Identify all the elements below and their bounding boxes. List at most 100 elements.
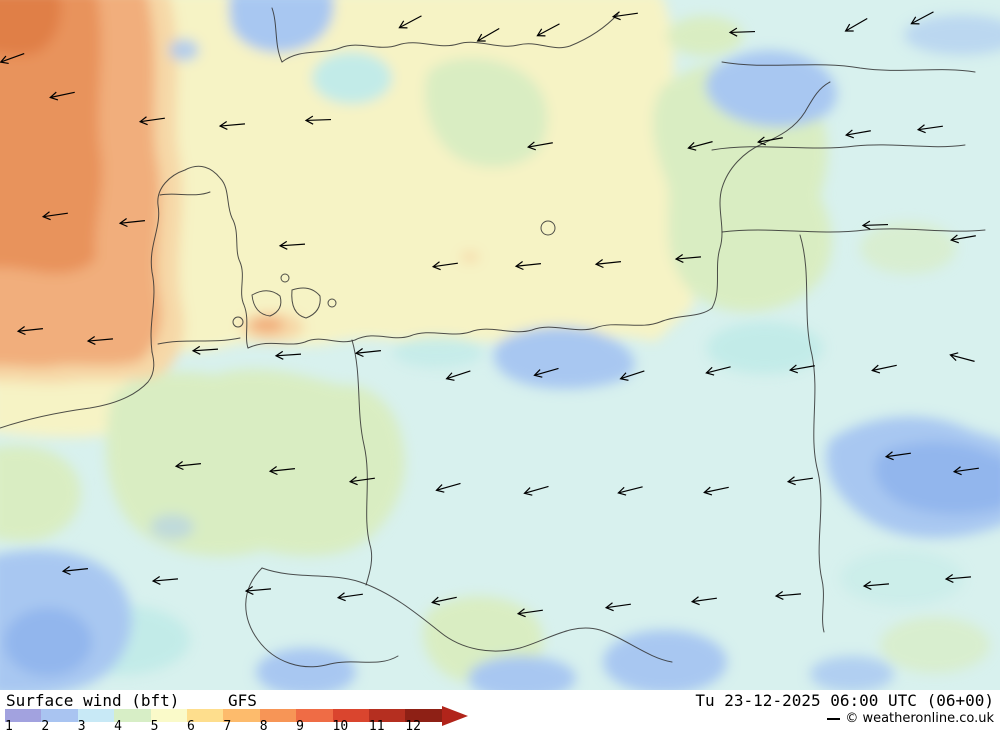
wind-region-teal [393, 336, 483, 368]
wind-arrow [86, 335, 114, 345]
wind-region-blue [810, 656, 894, 690]
wind-arrow [611, 11, 638, 21]
wind-arrows-layer [0, 11, 979, 618]
legend-scale-number: 8 [259, 719, 268, 733]
wind-arrow [844, 129, 871, 139]
wind-arrow [435, 482, 461, 493]
legend-arrow-tip [441, 705, 468, 726]
wind-arrow [949, 352, 975, 362]
legend-scale-number: 5 [150, 719, 159, 733]
wind-arrow [431, 261, 458, 271]
border-island-zealand [291, 287, 321, 319]
map-title: Surface wind (bft) [6, 691, 180, 710]
country-borders [0, 7, 986, 668]
wind-region-sand-dot [461, 252, 479, 262]
legend-segment [332, 709, 369, 722]
wind-arrow [604, 602, 631, 612]
border-lithuania-belarus [721, 228, 986, 233]
legend-scale-number: 6 [186, 719, 195, 733]
wind-arrow [871, 364, 897, 374]
wind-region-green [880, 617, 990, 673]
wind-arrow [674, 253, 702, 263]
wind-arrow [0, 52, 25, 65]
legend-segment [114, 709, 151, 722]
model-label: GFS [228, 691, 257, 710]
legend-scale-number: 2 [41, 719, 50, 733]
wind-arrow [788, 364, 815, 374]
wind-arrow [445, 370, 471, 381]
wind-arrow [61, 566, 88, 576]
wind-arrow [862, 580, 890, 590]
wind-arrow [594, 259, 621, 269]
valid-time-label: Tu 23-12-2025 06:00 UTC (06+00) [695, 691, 994, 710]
wind-region-blue [169, 39, 199, 61]
wind-region-yellow-baltic [135, 0, 695, 352]
wind-arrow [774, 590, 802, 600]
wind-arrow [398, 15, 422, 29]
border-island-fyn [251, 290, 282, 317]
copyright-link[interactable]: © weatheronline.co.uk [845, 711, 994, 726]
wind-arrow [514, 261, 541, 271]
border-denmark-germany [157, 337, 241, 345]
wind-region-blue [229, 0, 334, 53]
border-coast-german-bight [0, 351, 155, 429]
border-czech-west [245, 567, 399, 668]
legend-segment [259, 709, 297, 722]
wind-region-blue [150, 514, 194, 540]
wind-arrow [910, 11, 934, 25]
border-poland-east [799, 234, 825, 633]
wind-arrow [174, 461, 201, 471]
wind-arrow [118, 218, 145, 228]
border-latvia-lithuania [711, 144, 966, 151]
wind-region-green [860, 222, 956, 274]
wind-region-green [425, 58, 548, 168]
wind-arrow [533, 367, 559, 378]
wind-arrow [523, 485, 549, 496]
wind-arrow [49, 91, 75, 101]
legend-segment [186, 709, 224, 722]
wind-region-green [0, 445, 81, 542]
legend-segment [77, 709, 115, 722]
copyright-row: © weatheronline.co.uk [827, 711, 994, 726]
wind-arrow [516, 608, 543, 618]
wind-arrow [244, 585, 272, 595]
wind-arrow [687, 141, 713, 151]
border-limfjord [159, 191, 211, 196]
legend-segment [223, 709, 260, 722]
wind-arrow [786, 476, 813, 486]
legend-segment [41, 709, 78, 722]
wind-region-teal [707, 322, 823, 374]
wind-region-strongest-north-sea [0, 0, 61, 56]
wind-arrow [756, 136, 783, 146]
legend-scale-number: 3 [77, 719, 86, 733]
wind-arrow [278, 240, 306, 250]
wind-arrow [952, 466, 979, 476]
legend-scale-number: 4 [114, 719, 122, 733]
wind-arrow [617, 486, 643, 496]
wind-region-orange-coast-spot [250, 317, 284, 333]
wind-speed-legend-bar [5, 705, 468, 726]
wind-arrow [151, 575, 179, 585]
wind-arrow [16, 326, 43, 336]
border-small-island [327, 298, 337, 308]
wind-arrow [949, 234, 976, 244]
border-germany-poland [351, 339, 373, 586]
wind-arrow [274, 350, 302, 360]
legend-scale-number: 1 [5, 719, 13, 733]
legend-scale-number: 9 [296, 719, 304, 733]
wind-region-green [667, 16, 743, 56]
wind-arrow [526, 141, 553, 151]
legend-scale-number: 11 [368, 719, 385, 733]
legend-scale-number: 7 [223, 719, 232, 733]
border-small-island [232, 316, 244, 328]
wind-arrow [304, 115, 332, 125]
wind-arrow [619, 370, 645, 381]
border-poland-czech [261, 567, 673, 663]
wind-region-teal [840, 550, 964, 606]
legend-segment [150, 709, 187, 722]
legend-segment [368, 709, 406, 722]
border-estonia-latvia [721, 61, 976, 73]
wind-region-blue [904, 15, 1000, 55]
wind-arrow [348, 476, 375, 486]
wind-arrow [705, 366, 731, 376]
